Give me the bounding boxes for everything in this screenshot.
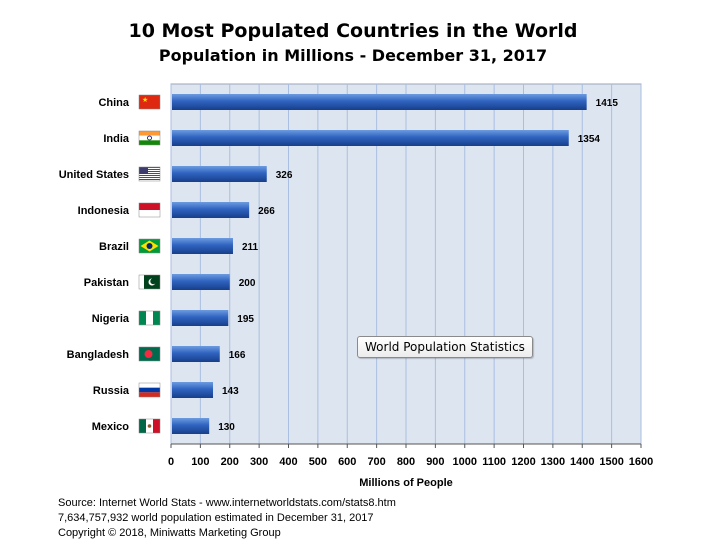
category-label: Russia	[93, 385, 130, 397]
value-label: 266	[258, 206, 275, 217]
category-label: Pakistan	[84, 277, 130, 289]
x-tick-label: 1200	[511, 456, 535, 468]
bar	[172, 202, 250, 218]
x-tick-label: 1000	[453, 456, 477, 468]
category-label: Brazil	[99, 241, 129, 253]
category-label: Mexico	[92, 421, 130, 433]
x-tick-label: 1600	[629, 456, 653, 468]
x-tick-label: 200	[221, 456, 239, 468]
x-tick-label: 1100	[482, 456, 506, 468]
estimate-text: 7,634,757,932 world population estimated…	[58, 512, 374, 524]
value-label: 326	[276, 170, 293, 181]
value-label: 1354	[578, 134, 601, 145]
x-tick-label: 700	[367, 456, 385, 468]
flag-bangladesh-icon	[138, 346, 161, 362]
value-label: 166	[229, 350, 246, 361]
svg-text:★: ★	[142, 96, 148, 104]
chart-title: 10 Most Populated Countries in the World	[128, 20, 578, 42]
category-label: China	[98, 97, 129, 109]
flags: ★	[138, 94, 161, 434]
bar	[172, 382, 214, 398]
copyright-text: Copyright © 2018, Miniwatts Marketing Gr…	[58, 527, 281, 539]
value-label: 200	[239, 278, 256, 289]
bar	[172, 274, 230, 290]
x-tick-label: 1400	[570, 456, 594, 468]
x-axis-ticks: 0 100 200 300 400 500 600 700 800 900 1000 1100 1200…	[168, 443, 653, 468]
bar	[172, 166, 267, 182]
flag-pakistan-icon	[138, 274, 161, 290]
bar	[172, 94, 587, 110]
value-label: 1415	[596, 98, 619, 109]
flag-brazil-icon	[138, 238, 161, 254]
category-label: Bangladesh	[67, 349, 130, 361]
x-tick-label: 0	[168, 456, 174, 468]
category-label: United States	[59, 169, 129, 181]
x-tick-label: 400	[279, 456, 297, 468]
flag-russia-icon	[138, 382, 161, 398]
value-label: 143	[222, 386, 239, 397]
flag-indonesia-icon	[138, 202, 161, 218]
value-label: 130	[218, 422, 235, 433]
x-tick-label: 900	[426, 456, 444, 468]
flag-mexico-icon	[138, 418, 161, 434]
x-tick-label: 500	[309, 456, 327, 468]
value-label: 195	[237, 314, 254, 325]
bar	[172, 346, 220, 362]
chart-subtitle: Population in Millions - December 31, 20…	[158, 46, 548, 65]
flag-nigeria-icon	[138, 310, 161, 326]
x-tick-label: 100	[191, 456, 209, 468]
x-tick-label: 1500	[599, 456, 623, 468]
flag-china-icon: ★	[138, 94, 161, 110]
category-label: Indonesia	[78, 205, 130, 217]
x-tick-label: 600	[338, 456, 356, 468]
x-tick-label: 800	[397, 456, 415, 468]
value-label: 211	[242, 242, 259, 253]
bar	[172, 238, 233, 254]
bar	[172, 130, 569, 146]
bars	[172, 94, 587, 434]
x-axis-label: Millions of People	[359, 477, 453, 489]
bar	[172, 418, 210, 434]
flag-india-icon	[138, 130, 161, 146]
x-tick-label: 300	[250, 456, 268, 468]
category-label: Nigeria	[92, 313, 130, 325]
source-text: Source: Internet World Stats - www.inter…	[58, 497, 396, 509]
annotation-box: World Population Statistics	[357, 336, 533, 358]
category-label: India	[103, 133, 130, 145]
value-labels: 1415 1354 326 266 211 200 195 166 143 130	[218, 98, 618, 433]
category-labels: China India United States Indonesia Brazil Pa…	[59, 97, 130, 433]
flag-usa-icon	[138, 166, 161, 182]
bar	[172, 310, 229, 326]
x-tick-label: 1300	[541, 456, 565, 468]
